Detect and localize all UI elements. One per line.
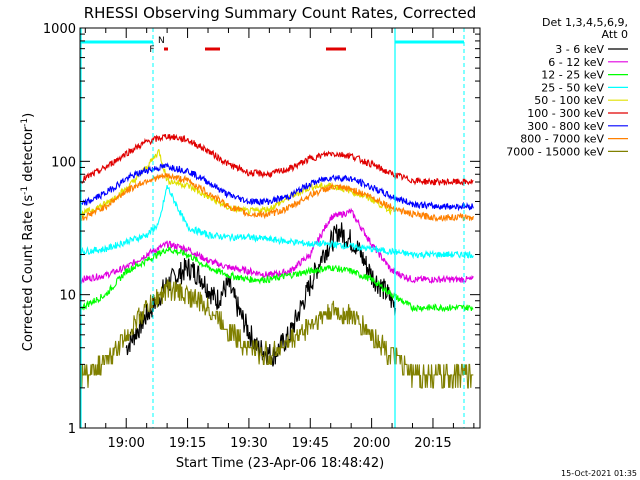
y-axis-label-exp2: -1 <box>20 118 30 127</box>
night-marker: N <box>158 36 165 46</box>
y-axis-label-text2: detector <box>21 126 36 186</box>
x-tick-label: 19:45 <box>292 436 329 451</box>
legend-label: 12 - 25 keV <box>541 69 604 82</box>
y-tick-label: 100 <box>51 155 76 170</box>
y-axis-label-exp1: -1 <box>20 186 30 195</box>
x-tick-label: 19:30 <box>230 436 267 451</box>
flare-marker: F <box>149 45 154 55</box>
y-tick-label: 1 <box>68 422 76 437</box>
timestamp: 15-Oct-2021 01:35 <box>561 469 637 478</box>
x-tick-label: 19:00 <box>107 436 144 451</box>
series-line-4 <box>80 185 474 260</box>
legend-label: 7000 - 15000 keV <box>506 145 604 158</box>
legend-label: 25 - 50 keV <box>541 81 604 94</box>
y-axis-label-close: ) <box>21 113 36 118</box>
legend-label: 300 - 800 keV <box>527 120 604 133</box>
legend-label: 6 - 12 keV <box>548 56 604 69</box>
x-tick-label: 19:15 <box>169 436 206 451</box>
series-line-2 <box>80 207 474 285</box>
chart-title: RHESSI Observing Summary Count Rates, Co… <box>84 4 477 22</box>
series-line-5 <box>80 149 393 218</box>
legend-header: Att 0 <box>602 28 628 41</box>
series-line-1 <box>125 222 397 367</box>
series-line-6 <box>80 133 474 186</box>
series-line-3 <box>80 246 474 313</box>
svg-text:Corrected Count Rate (s-1 dete: Corrected Count Rate (s-1 detector-1) <box>20 113 36 351</box>
legend-label: 50 - 100 keV <box>534 94 604 107</box>
legend-label: 800 - 7000 keV <box>520 133 604 146</box>
y-axis-label: Corrected Count Rate (s-1 detector-1) <box>20 113 36 351</box>
series-line-8 <box>81 172 474 223</box>
x-axis-label: Start Time (23-Apr-06 18:48:42) <box>176 456 384 471</box>
series-line-7 <box>81 162 474 212</box>
x-tick-label: 20:15 <box>414 436 451 451</box>
y-axis-label-text: Corrected Count Rate (s <box>21 195 36 352</box>
series-line-9 <box>80 279 474 389</box>
legend-header: Det 1,3,4,5,6,9, <box>542 16 628 29</box>
y-tick-label: 10 <box>59 289 76 304</box>
y-tick-label: 1000 <box>43 22 76 37</box>
plot-frame <box>79 27 481 429</box>
legend-label: 100 - 300 keV <box>527 107 604 120</box>
legend-label: 3 - 6 keV <box>555 43 604 56</box>
x-tick-label: 20:00 <box>353 436 390 451</box>
